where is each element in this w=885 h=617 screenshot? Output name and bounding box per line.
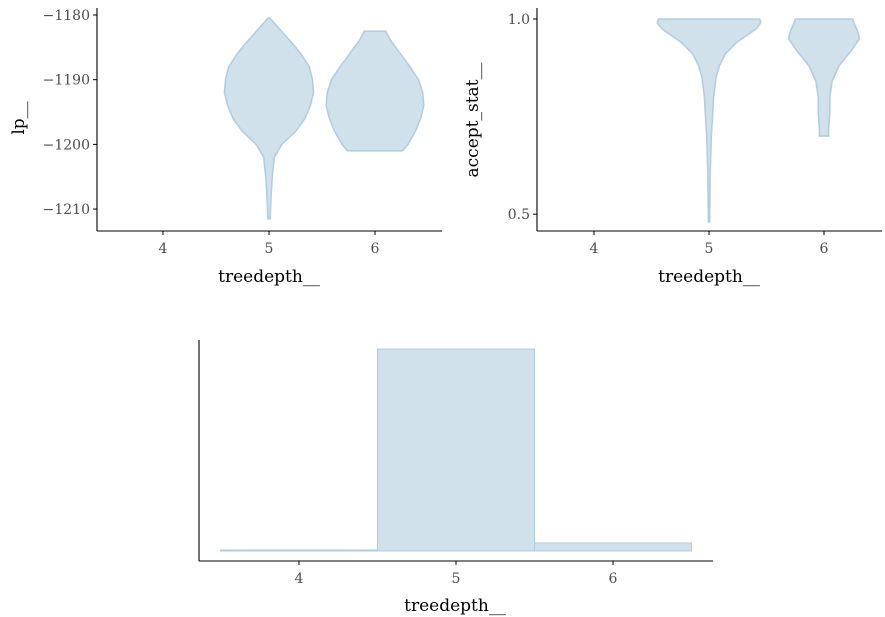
accept-stat-x-ticks: 4 5 6: [590, 231, 829, 257]
lp-x-ticks: 4 5 6: [159, 231, 380, 257]
accept-stat-x-axis-title: treedepth__: [658, 267, 760, 287]
bars-x-axis-title: treedepth__: [404, 596, 506, 616]
x-tick-label: 4: [590, 241, 599, 257]
x-tick-label: 4: [159, 241, 168, 257]
y-tick-label: −1200: [43, 137, 90, 153]
y-tick-label: 0.5: [508, 207, 530, 223]
accept-stat-y-axis-title: accept_stat__: [463, 62, 483, 177]
accept-stat-violins: [656, 18, 861, 223]
y-tick-label: 1.0: [508, 12, 530, 28]
x-tick-label: 5: [452, 571, 461, 587]
treedepth-bars: [220, 348, 692, 552]
lp-violins: [223, 17, 425, 220]
bar-4: [220, 549, 378, 552]
violin-6: [325, 30, 425, 152]
bar-5: [377, 348, 535, 552]
lp-y-axis-title: lp__: [9, 101, 29, 135]
y-tick-label: −1190: [43, 73, 90, 89]
panel-treedepth-bars: 4 5 6 treedepth__: [198, 340, 713, 616]
x-tick-label: 6: [371, 241, 380, 257]
bars-x-ticks: 4 5 6: [295, 561, 618, 587]
violin-6: [787, 18, 861, 137]
x-tick-label: 6: [609, 571, 618, 587]
bar-6: [534, 542, 692, 552]
violin-5: [656, 18, 762, 223]
x-tick-label: 4: [295, 571, 304, 587]
x-tick-label: 6: [820, 241, 829, 257]
accept-stat-y-ticks: 1.0 0.5: [508, 12, 537, 223]
panel-accept-stat-violin: 1.0 0.5 4 5 6 treedepth__ accept_stat__: [463, 8, 882, 287]
x-tick-label: 5: [705, 241, 714, 257]
panel-lp-violin: −1180 −1190 −1200 −1210 4 5 6 treedepth__ lp_…: [9, 8, 442, 287]
lp-y-ticks: −1180 −1190 −1200 −1210: [43, 8, 97, 218]
y-tick-label: −1180: [43, 8, 90, 24]
lp-x-axis-title: treedepth__: [218, 267, 320, 287]
x-tick-label: 5: [265, 241, 274, 257]
violin-5: [223, 17, 315, 220]
y-tick-label: −1210: [43, 202, 90, 218]
